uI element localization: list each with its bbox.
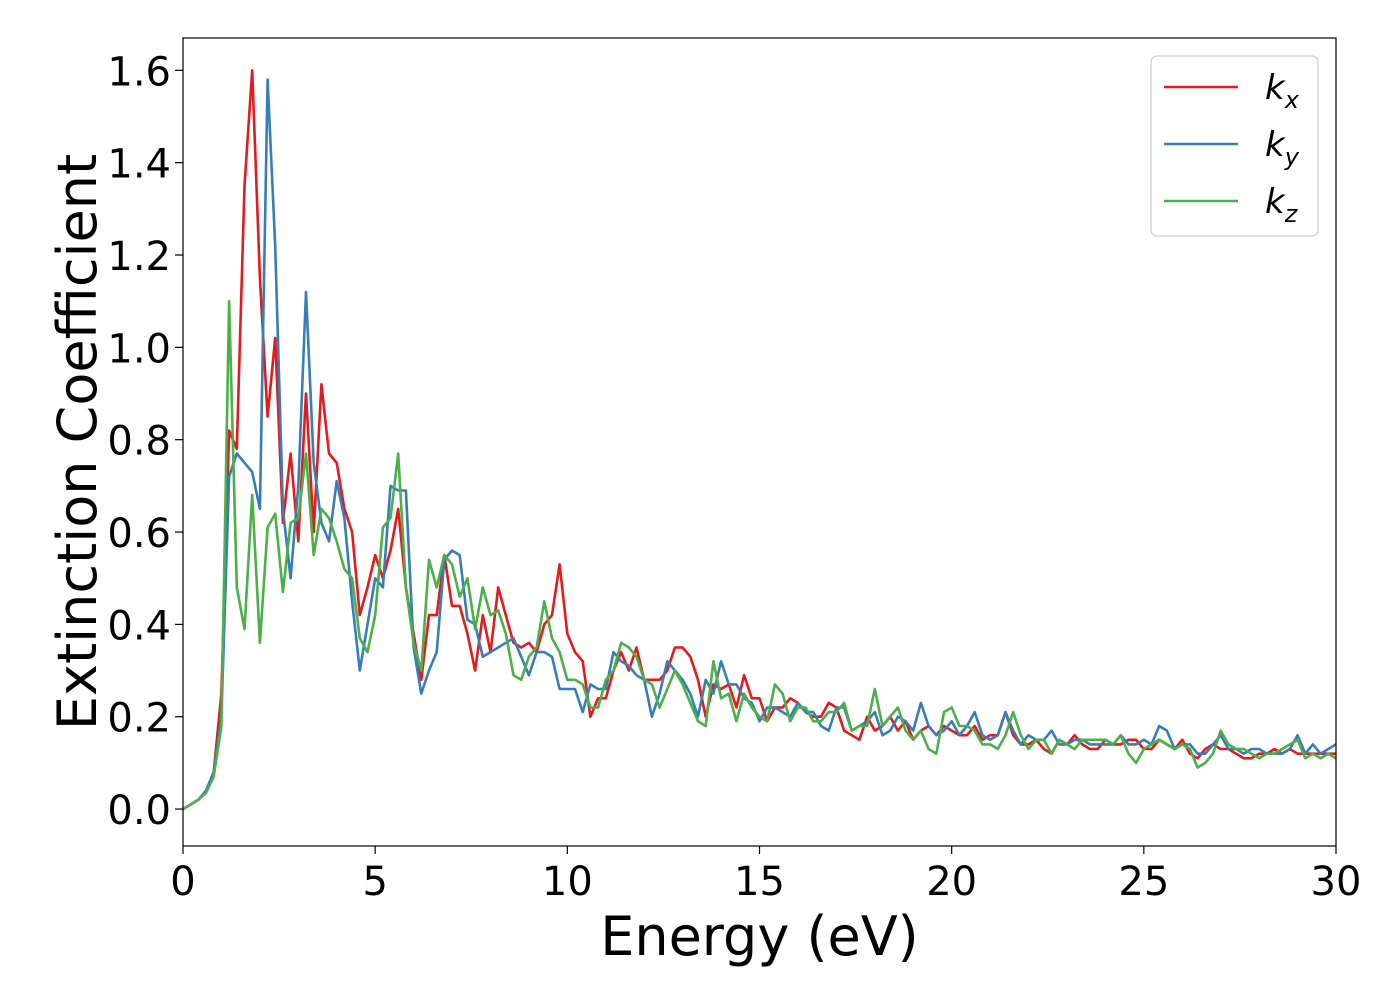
legend: kx ky kz	[1150, 55, 1319, 237]
y-axis: 0.0 0.2 0.4 0.6 0.8 1.0 1.2 1.4 1.6	[107, 49, 183, 834]
x-axis: 0 5 10 15 20 25 30	[170, 846, 1361, 905]
y-tick-label: 1.6	[107, 49, 171, 95]
y-tick-label: 1.4	[107, 142, 171, 188]
series-layer	[183, 69, 1336, 811]
x-tick-label: 5	[362, 859, 387, 905]
y-tick-label: 0.4	[107, 603, 171, 649]
x-tick-label: 0	[170, 859, 195, 905]
x-tick-label: 20	[926, 859, 977, 905]
series-line-ky	[183, 78, 1336, 811]
series-line-kz	[183, 299, 1336, 811]
y-tick-label: 1.2	[107, 234, 171, 280]
x-tick-label: 10	[542, 859, 593, 905]
x-tick-label: 25	[1118, 859, 1169, 905]
y-tick-label: 0.6	[107, 511, 171, 557]
y-axis-title: Extinction Coefficient	[46, 154, 109, 730]
x-axis-title: Energy (eV)	[600, 905, 919, 968]
legend-box	[1150, 55, 1319, 237]
y-tick-label: 0.0	[107, 788, 171, 834]
y-tick-label: 1.0	[107, 326, 171, 372]
x-tick-label: 15	[734, 859, 785, 905]
legend-label-kx: kx	[1265, 68, 1300, 114]
legend-label-ky: ky	[1265, 125, 1300, 171]
y-tick-label: 0.2	[107, 696, 171, 742]
legend-label-kz: kz	[1265, 182, 1299, 228]
y-tick-label: 0.8	[107, 419, 171, 465]
x-tick-label: 30	[1311, 859, 1362, 905]
